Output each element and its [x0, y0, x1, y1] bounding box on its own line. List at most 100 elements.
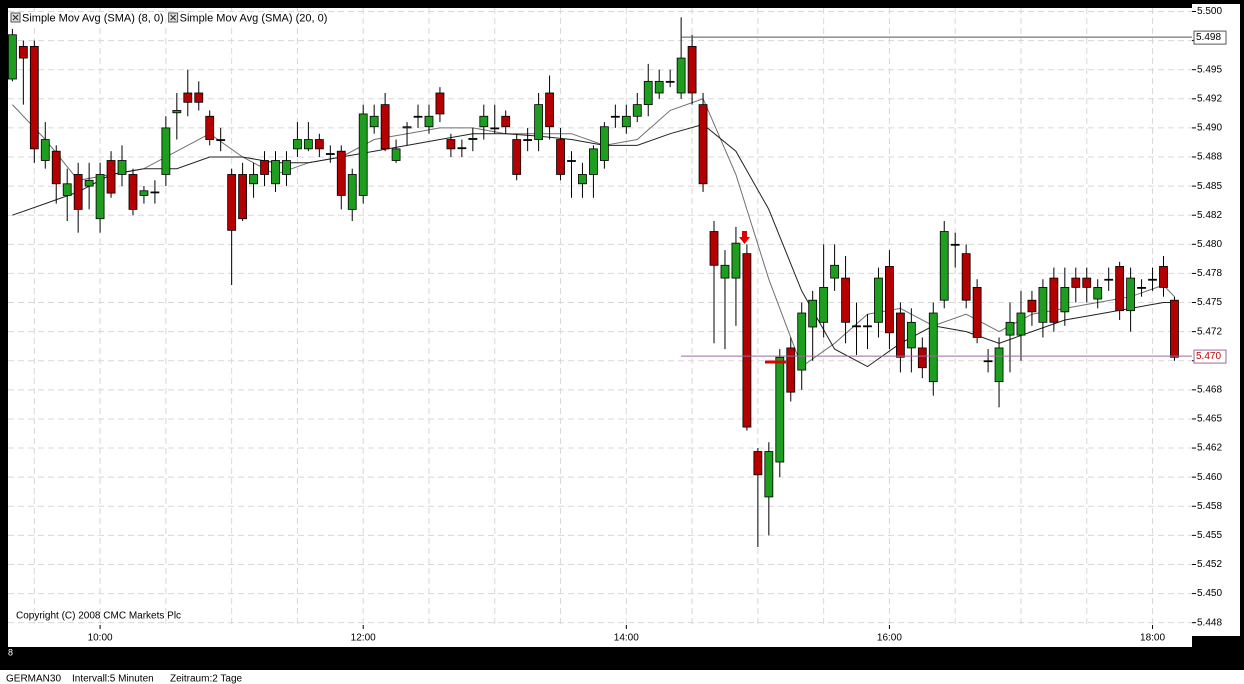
candle-body: [446, 139, 456, 150]
legend-icon-x: [170, 14, 177, 21]
candle-body: [1170, 299, 1179, 358]
axes: 5.500 5.498 5.495 5.492 5.490 5.488 5.485 5.482…: [88, 6, 1227, 644]
y-tick-label: 5.485: [1197, 181, 1222, 192]
x-axis-area: [8, 625, 1192, 647]
candle-body: [665, 80, 675, 83]
candle-body: [764, 451, 774, 498]
candle-body: [983, 360, 993, 363]
candle-body: [731, 242, 741, 279]
x-tick-label: 18:00: [1140, 633, 1165, 644]
candle-body: [84, 179, 94, 187]
candle-body: [62, 183, 72, 196]
y-tick-label: 5.462: [1197, 443, 1222, 454]
candle-body: [808, 299, 818, 328]
y-tick-label: 5.450: [1197, 588, 1222, 599]
x-tick-label: 12:00: [351, 633, 376, 644]
y-tick-label: 5.500: [1197, 6, 1222, 17]
candle-body: [1137, 286, 1146, 289]
x-tick-label: 10:00: [88, 633, 113, 644]
footer-interval: Intervall:5 Minuten: [72, 674, 154, 684]
candle-body: [621, 115, 631, 128]
candle-body: [314, 139, 324, 150]
candle-body: [567, 160, 576, 162]
candle-body: [391, 148, 401, 161]
x-tick-label: 16:00: [877, 633, 902, 644]
candle-body: [238, 174, 248, 220]
candle-body: [95, 174, 105, 220]
candle-body: [939, 231, 949, 301]
candle-body: [227, 174, 237, 231]
candle-body: [928, 312, 938, 383]
candle-body: [654, 80, 664, 94]
signal-arrow: [739, 231, 750, 244]
candle-body: [117, 160, 127, 175]
y-tick-label: 5.475: [1197, 297, 1222, 308]
footer-area: [0, 670, 1244, 684]
day-label: 8: [8, 647, 13, 657]
y-tick-label: 5.492: [1197, 93, 1222, 104]
candle-body: [589, 148, 598, 175]
legend-bg: [10, 12, 166, 24]
candle-body: [303, 139, 313, 150]
candle-body: [216, 139, 226, 141]
price-label: 5.498: [1196, 32, 1221, 43]
candle-body: [336, 150, 346, 196]
legend-label: Simple Mov Avg (SMA) (20, 0): [180, 12, 328, 24]
candle-body: [282, 160, 291, 175]
y-tick-label: 5.472: [1197, 326, 1222, 337]
candle-body: [40, 139, 50, 161]
candle-body: [852, 325, 861, 328]
candle-body: [578, 174, 587, 185]
candle-body: [950, 243, 960, 246]
y-tick-label: 5.468: [1197, 384, 1222, 395]
candle-body: [1038, 286, 1048, 323]
candle-body: [18, 46, 28, 59]
candle-body: [424, 115, 434, 128]
candle-body: [1148, 278, 1157, 281]
candle-body: [139, 190, 149, 196]
candle-body: [457, 147, 467, 150]
candle-body: [753, 451, 763, 476]
candle-body: [172, 110, 182, 114]
candle-body: [150, 191, 160, 194]
candle-body: [1071, 277, 1081, 288]
candle-body: [1005, 321, 1015, 336]
candle-body: [271, 160, 280, 185]
candle-body: [775, 356, 785, 463]
candle-body: [1082, 277, 1092, 288]
y-tick-label: 5.478: [1197, 268, 1222, 279]
candle-body: [8, 34, 17, 80]
candle-body: [249, 174, 258, 185]
y-tick-label: 5.480: [1197, 239, 1222, 250]
candle-body: [1093, 286, 1103, 300]
candle-body: [183, 92, 193, 103]
candle-body: [358, 113, 368, 196]
candle-body: [906, 321, 916, 349]
candle-body: [720, 264, 730, 279]
candle-body: [1115, 266, 1125, 312]
candle-body: [325, 153, 335, 155]
candle-body: [161, 127, 171, 175]
candle-body: [1060, 286, 1070, 313]
y-tick-label: 5.452: [1197, 559, 1222, 570]
candle-body: [73, 174, 83, 210]
candle-body: [961, 253, 971, 301]
candle-body: [523, 139, 533, 141]
y-tick-label: 5.488: [1197, 152, 1222, 163]
candle-body: [1126, 277, 1136, 312]
candle-body: [106, 160, 116, 194]
candle-body: [841, 277, 850, 323]
candle-body: [501, 115, 511, 128]
copyright: Copyright (C) 2008 CMC Markets Plc: [16, 611, 181, 622]
candle-body: [369, 115, 379, 128]
overlay: [681, 36, 1192, 364]
legend-item: Simple Mov Avg (SMA) (8, 0): [10, 12, 166, 24]
candle-body: [194, 92, 204, 103]
x-tick-label: 14:00: [614, 633, 639, 644]
candle-body: [1049, 277, 1059, 323]
candle-body: [819, 286, 829, 323]
candle-body: [51, 150, 61, 185]
candle-body: [885, 266, 894, 334]
price-label-box: [1193, 30, 1227, 45]
